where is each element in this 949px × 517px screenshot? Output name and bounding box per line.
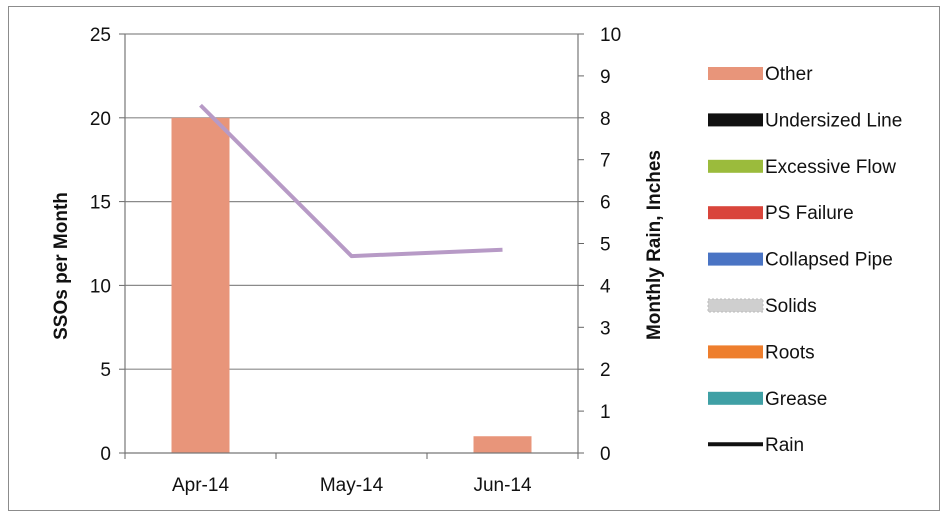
legend-roots-swatch bbox=[708, 345, 763, 359]
legend-excessive-flow-label: Excessive Flow bbox=[765, 157, 896, 178]
y2-tick-label: 5 bbox=[600, 235, 611, 256]
y2-tick-label: 6 bbox=[600, 193, 611, 214]
legend-rain-label: Rain bbox=[765, 435, 804, 456]
axes: 0 5 10 15 20 25 0 1 2 3 4 5 6 7 8 9 10 Apr-14 May-14 Jun-14 bbox=[90, 25, 621, 496]
chart-frame bbox=[8, 6, 940, 511]
y2-tick-label: 9 bbox=[600, 67, 611, 88]
y-tick-label: 10 bbox=[90, 276, 111, 297]
y-tick-label: 0 bbox=[100, 444, 111, 465]
legend-solids-swatch bbox=[707, 298, 764, 313]
rain-line bbox=[199, 103, 503, 259]
y-tick-label: 25 bbox=[90, 25, 111, 46]
legend-ps-failure-label: PS Failure bbox=[765, 203, 854, 224]
legend-ps-failure-swatch bbox=[708, 206, 763, 220]
y2-axis-title: Monthly Rain, Inches bbox=[644, 150, 665, 340]
legend-collapsed-pipe-label: Collapsed Pipe bbox=[765, 250, 893, 271]
y2-tick-label: 2 bbox=[600, 360, 611, 381]
legend-solids-label: Solids bbox=[765, 296, 817, 317]
legend-grease-swatch bbox=[708, 391, 763, 405]
legend-collapsed-pipe-swatch bbox=[708, 252, 763, 266]
legend-other-label: Other bbox=[765, 64, 813, 85]
y2-tick-label: 1 bbox=[600, 402, 611, 423]
legend-other-swatch bbox=[708, 67, 763, 80]
legend-undersized-line-label: Undersized Line bbox=[765, 110, 902, 131]
x-tick-label: May-14 bbox=[320, 475, 384, 496]
y-tick-label: 20 bbox=[90, 109, 111, 130]
y-tick-label: 5 bbox=[100, 360, 111, 381]
legend-undersized-line-swatch bbox=[708, 113, 763, 127]
legend: Other Undersized Line Excessive Flow PS Fai… bbox=[707, 64, 902, 456]
x-tick-label: Apr-14 bbox=[172, 475, 229, 496]
rain-polyline bbox=[199, 103, 503, 259]
y2-tick-label: 7 bbox=[600, 151, 611, 172]
legend-excessive-flow-swatch bbox=[708, 159, 763, 173]
bars bbox=[171, 117, 532, 454]
bar-other bbox=[473, 436, 532, 453]
x-tick-label: Jun-14 bbox=[473, 475, 532, 496]
y2-tick-label: 8 bbox=[600, 109, 611, 130]
legend-grease-label: Grease bbox=[765, 389, 827, 410]
y2-tick-label: 4 bbox=[600, 276, 611, 297]
y-tick-label: 15 bbox=[90, 193, 111, 214]
y-axis-title: SSOs per Month bbox=[51, 192, 72, 340]
y2-tick-label: 3 bbox=[600, 318, 611, 339]
y2-tick-label: 10 bbox=[600, 25, 621, 46]
bar-other bbox=[171, 117, 230, 454]
y2-tick-label: 0 bbox=[600, 444, 611, 465]
legend-roots-label: Roots bbox=[765, 342, 815, 363]
